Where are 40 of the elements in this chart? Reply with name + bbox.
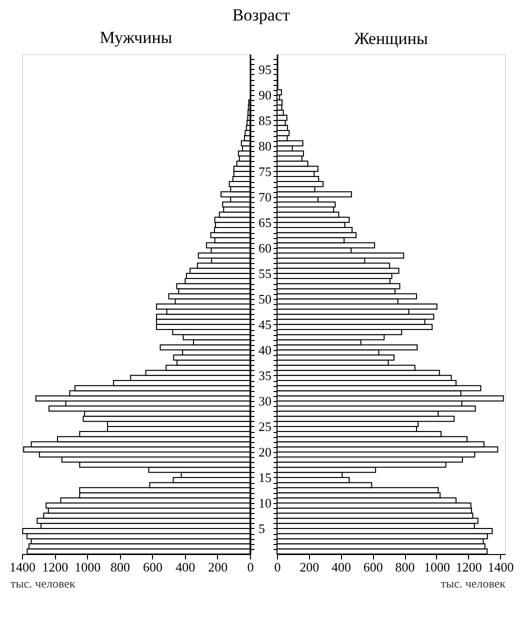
y-tick-label: 40	[258, 342, 272, 358]
x-axis-title: тыс. человек	[10, 576, 76, 590]
x-tick-label: 800	[110, 560, 130, 574]
x-tick-label: 1000	[424, 560, 450, 574]
chart-title: Женщины	[354, 29, 428, 48]
y-tick-label: 60	[258, 240, 272, 256]
x-tick-label: 400	[332, 560, 352, 574]
x-tick-label: 800	[395, 560, 415, 574]
y-tick-label: 65	[258, 214, 272, 230]
x-tick-label: 0	[274, 560, 281, 574]
y-tick-label: 85	[258, 112, 272, 128]
y-tick-label: 50	[258, 291, 272, 306]
y-tick-label: 15	[258, 470, 272, 485]
y-tick-label: 45	[258, 316, 272, 332]
x-tick-label: 600	[363, 560, 383, 574]
x-tick-label: 1400	[10, 560, 36, 574]
y-tick-label: 80	[258, 138, 272, 154]
x-tick-label: 1400	[488, 560, 514, 574]
x-tick-label: 400	[176, 560, 196, 574]
y-tick-label: 20	[258, 444, 272, 460]
x-tick-label: 200	[208, 560, 228, 574]
y-tick-label: 75	[258, 164, 272, 179]
y-tick-label: 30	[258, 393, 272, 408]
x-tick-label: 0	[247, 560, 254, 574]
y-tick-label: 95	[258, 62, 272, 77]
y-tick-label: 70	[258, 189, 272, 204]
x-tick-label: 200	[300, 560, 320, 574]
y-tick-label: 5	[258, 520, 265, 536]
x-axis-title: тыс. человек	[440, 576, 506, 590]
x-tick-label: 600	[143, 560, 163, 574]
y-tick-label: 55	[258, 266, 272, 281]
x-tick-label: 1200	[42, 560, 68, 574]
y-tick-label: 35	[258, 368, 272, 383]
chart-title: Мужчины	[100, 28, 173, 48]
y-tick-label: 10	[258, 495, 272, 510]
y-axis-title: Возраст	[232, 6, 290, 25]
x-tick-label: 1200	[456, 560, 482, 574]
x-tick-label: 1000	[74, 560, 101, 574]
y-tick-label: 90	[258, 87, 272, 102]
y-tick-label: 25	[258, 418, 272, 434]
